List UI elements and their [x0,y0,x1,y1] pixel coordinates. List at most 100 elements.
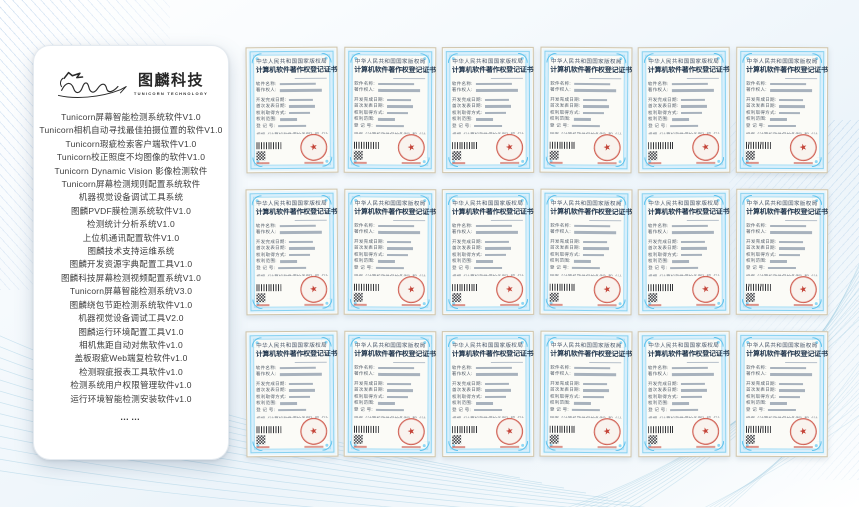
seal-date-line [793,162,813,165]
certificate-field-row: 开发完成日期: [746,380,818,386]
certificate-field-row: 著作权人: [550,87,622,93]
certificate-title: 计算机软件著作权登记证书 [451,66,534,75]
certificate-field-value [779,253,801,257]
certificate-field-row: 软件名称: [354,365,426,371]
certificate-field-row: 权利取得方式: [256,110,328,115]
certificate-field-row: 著作权人: [452,229,524,235]
code-block [648,284,674,307]
certificate-field-row: 开发完成日期: [452,381,524,386]
certificate-field-value [671,82,708,86]
certificate-field-value [583,247,610,250]
certificate-field-label: 软件名称: [550,80,571,86]
certificate-field-row: 权利取得方式: [354,394,426,400]
certificate-field-value [769,118,787,121]
certificate-field-row: 权利范围: [746,400,818,406]
code-block [353,142,379,164]
certificate-field-row: 登 记 号: [746,265,818,271]
certificate-title: 计算机软件著作权登记证书 [255,350,338,359]
qr-code-icon [452,435,462,445]
certificate-field-row: 著作权人: [746,371,818,377]
code-block [648,142,674,165]
seal-date-line [597,162,617,165]
certificate-authority-header: 中华人民共和国国家版权局 [452,342,524,350]
certificate-field-label: 著作权人: [451,371,473,377]
seal-date-line [597,446,617,449]
certificate-field-label: 登 记 号: [353,406,373,412]
certificate-field-label: 著作权人: [354,87,375,93]
certificate-field-row: 权利范围: [549,258,622,264]
certificate-field-label: 登 记 号: [648,406,668,413]
seal-block: ★ [590,415,624,449]
certificate-field-label: 开发完成日期: [550,238,581,244]
certificate-field-label: 著作权人: [354,229,375,235]
certificate-field-row: 开发完成日期: [354,380,426,386]
official-seal-icon: ★ [394,273,428,306]
certificate-content: 中华人民共和国国家版权局 计算机软件著作权登记证书 软件名称: 著作权人: 开发完成日期… [745,341,828,449]
company-card: 图麟科技 TUNICORN TECHNOLOGY Tunicorn屏幕智能检测系… [33,45,229,460]
official-seal-icon: ★ [787,131,820,164]
certificate-field-value [671,260,689,263]
certificate-field-row: 权利范围: [354,116,426,122]
copyright-certificate: 中华人民共和国国家版权局 计算机软件著作权登记证书 软件名称: 著作权人: 开发完成日期… [343,188,437,316]
certificate-field-label: 软件名称: [746,80,767,86]
code-block [745,426,771,448]
certificate-authority-header: 中华人民共和国国家版权局 [550,200,622,208]
certificate-field-value [485,395,507,399]
certificate-field-label: 著作权人: [647,87,669,93]
certificate-field-value [474,266,503,270]
certificate-field-value [583,105,610,108]
certificate-field-label: 登 记 号: [452,264,472,271]
certificate-field-label: 登 记 号: [353,122,373,128]
registration-no-line [353,304,367,306]
certificate-field-value [779,395,801,399]
certificate-field-label: 著作权人: [647,371,669,377]
certificate-field-value [681,98,706,101]
certificate-field-label: 开发完成日期: [746,380,777,386]
official-seal-icon: ★ [493,130,527,164]
certificate-field-value [289,98,314,101]
certificate-field-label: 权利范围: [745,116,767,122]
copyright-certificate: 中华人民共和国国家版权局 计算机软件著作权登记证书 软件名称: 著作权人: 开发完成日期… [441,46,535,174]
certificate-field-row: 首次发表日期: [550,245,622,251]
certificate-field-row: 首次发表日期: [550,387,622,393]
certificate-field-value [485,98,510,101]
certificate-field-row: 软件名称: [452,223,524,229]
certificate-content: 中华人民共和国国家版权局 计算机软件著作权登记证书 软件名称: 著作权人: 开发完成日期… [451,341,533,449]
certificate-field-value [779,240,804,243]
seal-star-icon: ★ [700,140,711,153]
certificate-number-line [294,77,327,79]
code-block [745,142,771,164]
certificate-field-row: 开发完成日期: [452,97,524,102]
certificate-footer: ★ [745,415,820,449]
certificate-field-label: 首次发表日期: [647,387,679,393]
certificate-field-value [671,373,714,376]
certificate-field-value [583,382,608,386]
certificate-field-label: 权利范围: [549,258,571,264]
certificate-authority-header: 中华人民共和国国家版权局 [452,200,524,208]
software-list-item: 检测系统用户权限管理软件v1.0 [70,380,192,391]
copyright-certificate: 中华人民共和国国家版权局 计算机软件著作权登记证书 软件名称: 著作权人: 开发完成日期… [245,46,339,174]
certificate-authority-header: 中华人民共和国国家版权局 [746,342,818,350]
certificate-field-value [485,105,512,108]
certificate-field-label: 著作权人: [550,371,571,377]
certificate-field-row: 著作权人: [452,87,524,93]
certificate-field-label: 首次发表日期: [746,102,777,109]
certificate-field-row: 权利范围: [648,116,720,122]
certificate-title: 计算机软件著作权登记证书 [647,208,730,217]
certificate-field-label: 权利范围: [549,400,571,406]
registration-no-line [353,446,367,448]
software-list-item: Tunicorn屏幕智能检测系统V3.0 [69,286,193,297]
barcode-icon [452,284,478,292]
certificate-field-row: 登 记 号: [746,123,818,129]
seal-date-line [304,162,324,164]
certificate-authority-header: 中华人民共和国国家版权局 [256,342,328,350]
certificate-field-label: 开发完成日期: [647,96,679,102]
certificate-field-row: 软件名称: [647,222,720,229]
certificate-field-label: 软件名称: [647,222,669,229]
certificate-title: 计算机软件著作权登记证书 [255,208,338,217]
seal-block: ★ [394,273,428,307]
software-list-item: 检测瑕疵报表工具软件v1.0 [79,366,183,377]
certificate-field-value [485,247,512,250]
seal-block: ★ [297,272,331,306]
